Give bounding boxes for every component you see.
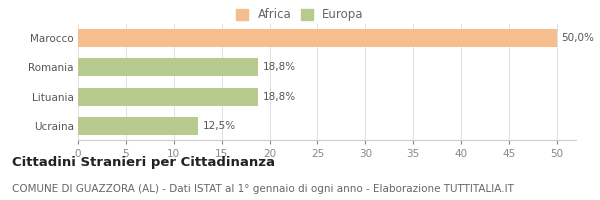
Text: 12,5%: 12,5% [203,121,236,131]
Legend: Africa, Europa: Africa, Europa [234,6,366,24]
Bar [78,58,258,76]
Bar [78,117,198,135]
Text: COMUNE DI GUAZZORA (AL) - Dati ISTAT al 1° gennaio di ogni anno - Elaborazione T: COMUNE DI GUAZZORA (AL) - Dati ISTAT al … [12,184,514,194]
Text: 18,8%: 18,8% [263,62,296,72]
Text: 50,0%: 50,0% [562,33,595,43]
Bar [78,29,557,47]
Text: Cittadini Stranieri per Cittadinanza: Cittadini Stranieri per Cittadinanza [12,156,275,169]
Text: 18,8%: 18,8% [263,92,296,102]
Bar [78,88,258,106]
